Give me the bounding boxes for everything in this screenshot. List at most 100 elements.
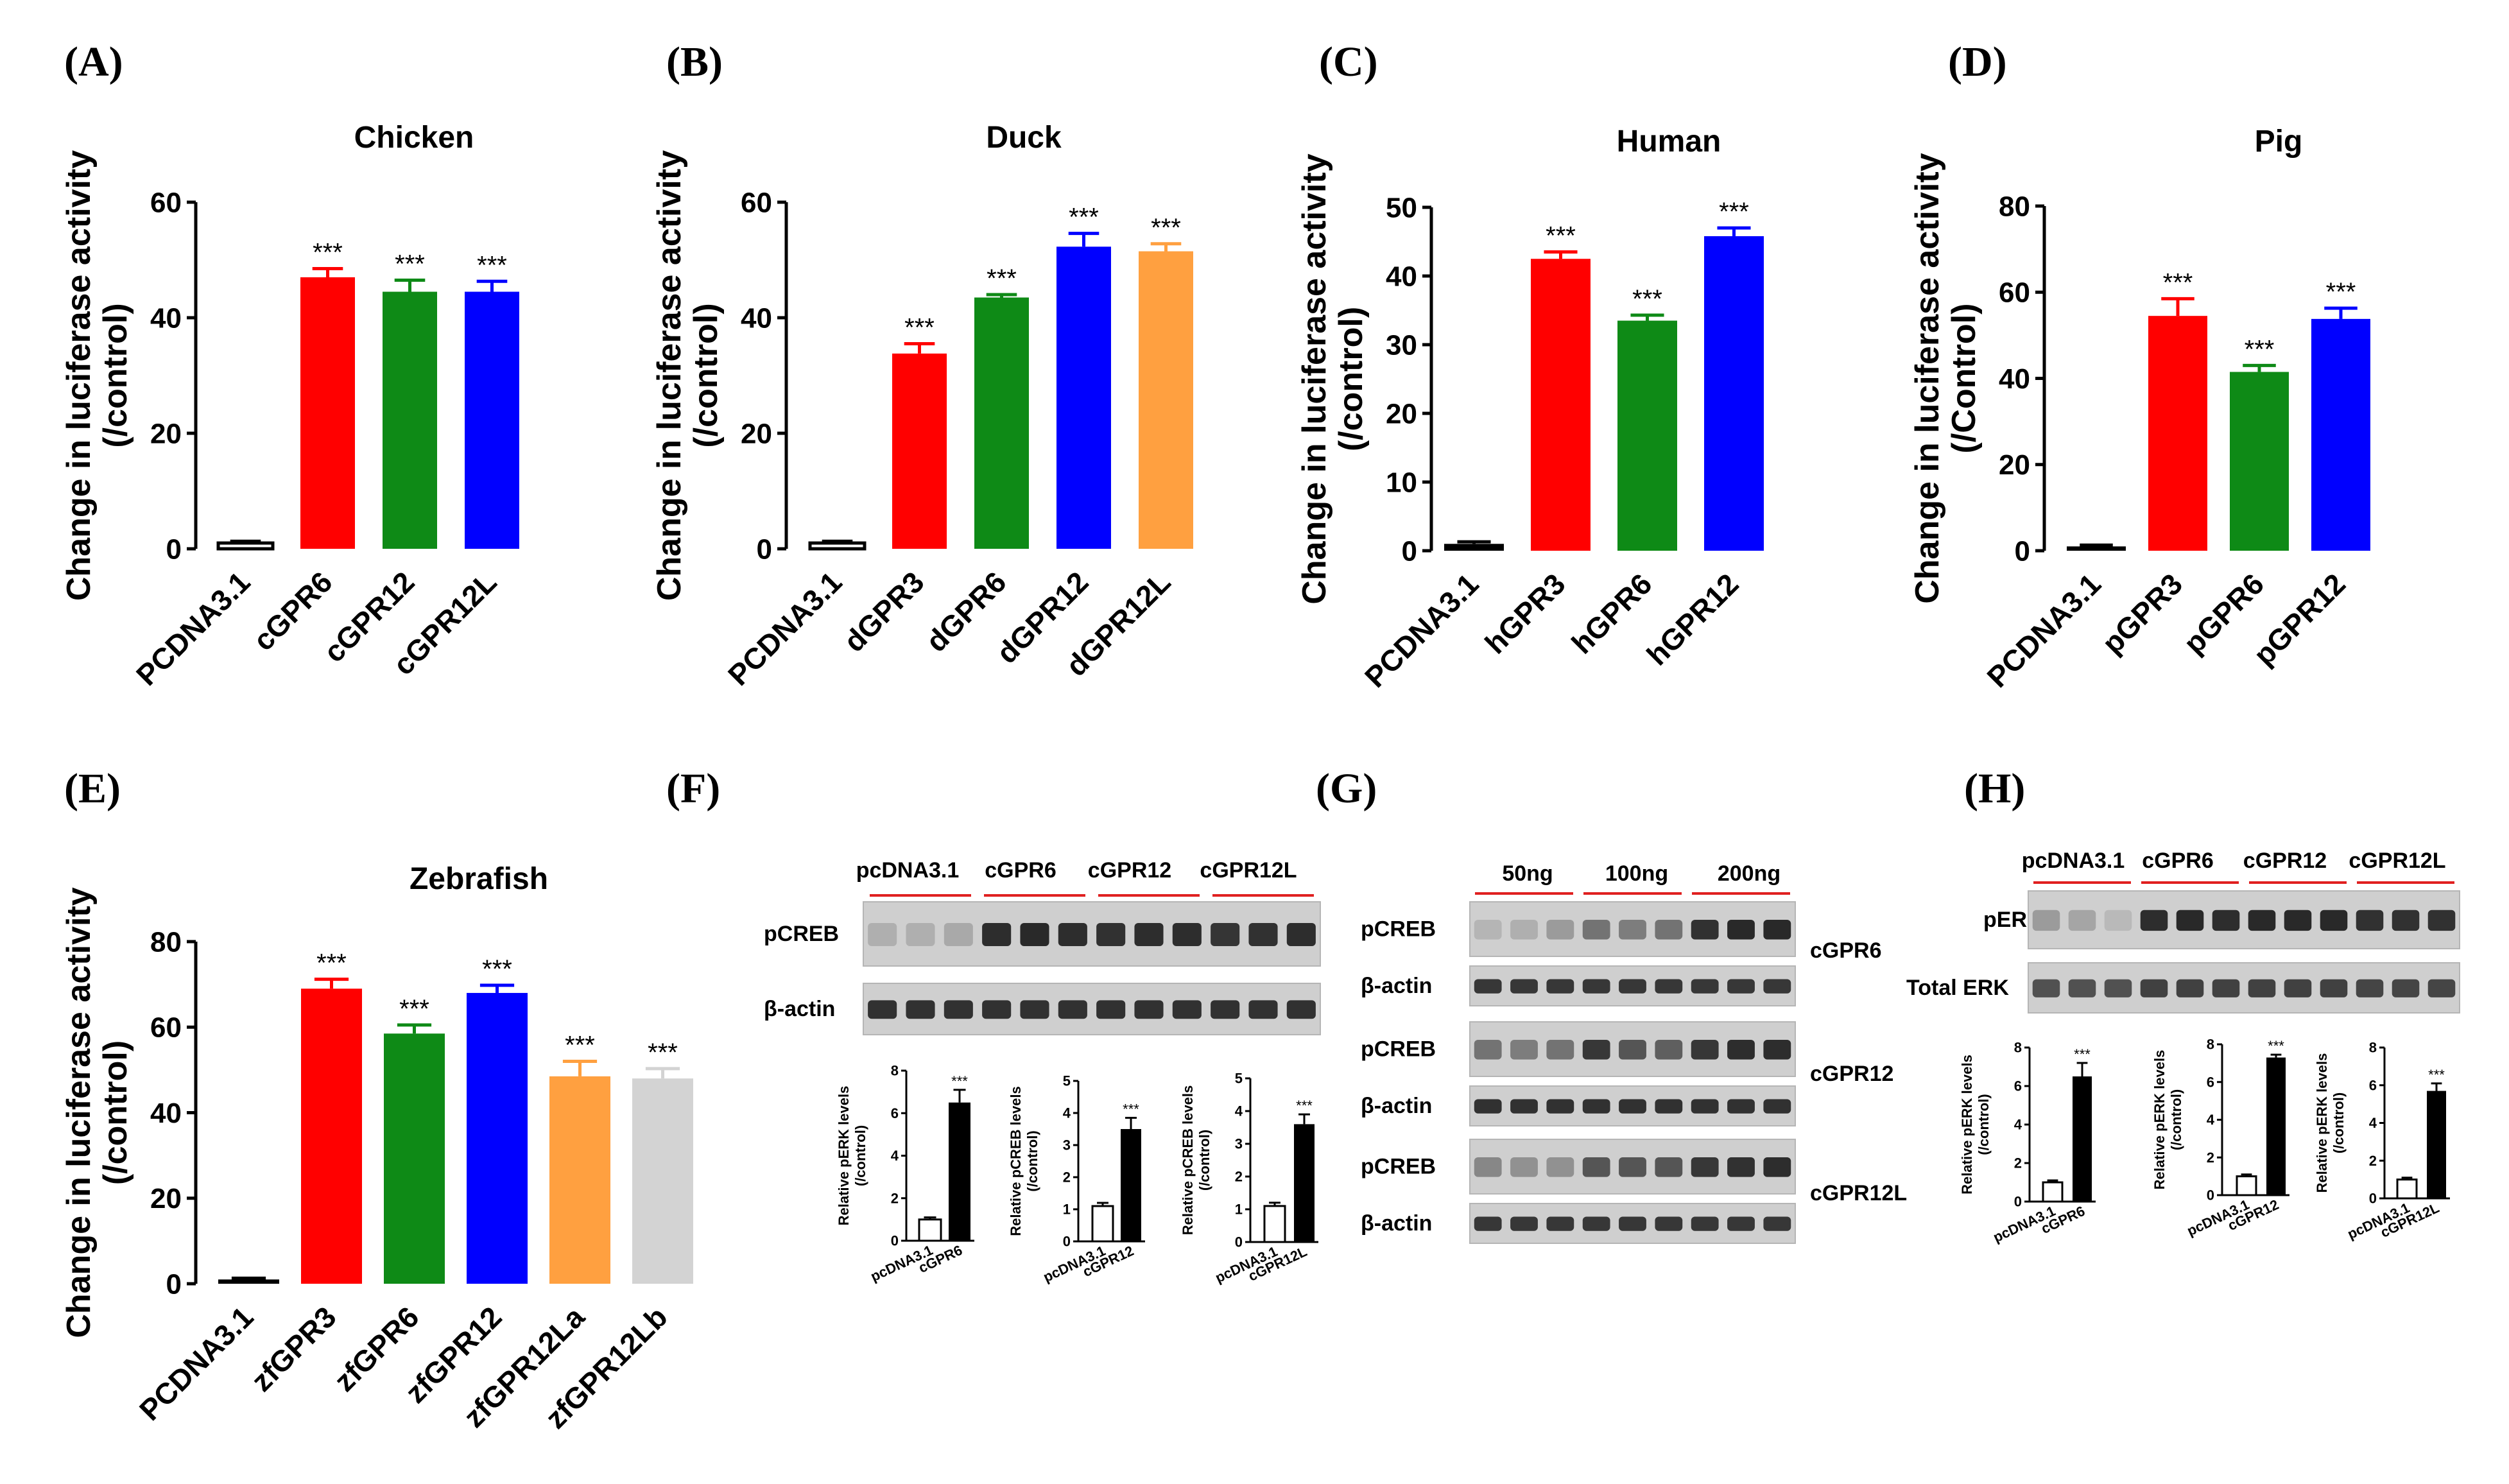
panel-label-e: (E) (64, 765, 121, 812)
chart-title: Chicken (354, 121, 474, 155)
chart-c: 01020304050PCDNA3.1***hGPR3***hGPR6***hG… (1296, 125, 1764, 694)
blot-row-label: β-actin (1361, 1094, 1432, 1118)
blots-layer: pcDNA3.1 cGPR6 cGPR12 cGPR12L pCREB β-actin 50… (764, 849, 2460, 1244)
significance-label: *** (2245, 335, 2275, 363)
y-tick-label: 20 (1999, 449, 2030, 481)
blot-band (868, 1000, 897, 1019)
y-tick-label: 2 (2014, 1155, 2022, 1171)
y-axis-label: Relative pERK levels (1959, 1055, 1975, 1195)
y-axis-unit-label: (/control) (97, 1040, 134, 1185)
y-tick-label: 1 (1063, 1202, 1071, 1218)
blot-group-label: cGPR12L (1200, 858, 1297, 883)
blot-band (2356, 979, 2384, 997)
chart-title: Human (1617, 125, 1721, 159)
blot-group-label: pcDNA3.1 (2022, 849, 2125, 873)
y-axis-label: Change in luciferase activity (60, 887, 98, 1338)
significance-label: *** (648, 1039, 678, 1067)
significance-label: *** (2428, 1067, 2445, 1083)
chart-a: 0204060PCDNA3.1***cGPR6***cGPR12***cGPR1… (60, 121, 519, 692)
y-tick-label: 40 (150, 302, 182, 334)
bar-pcdna31 (216, 541, 275, 551)
y-tick-label: 0 (166, 1268, 182, 1300)
bar-cgpr12l (2427, 1091, 2446, 1198)
blot-band (1582, 1040, 1610, 1060)
blot-band (1619, 1157, 1646, 1177)
y-tick-label: 4 (1235, 1103, 1243, 1119)
blot-band (1582, 1216, 1610, 1231)
bar-pcdna31 (2042, 1181, 2064, 1203)
category-label: PCDNA3.1 (1980, 567, 2107, 694)
y-tick-label: 0 (2015, 535, 2030, 567)
significance-label: *** (1296, 1098, 1313, 1114)
blot-band (2104, 910, 2132, 931)
blot-band (1655, 1099, 1683, 1114)
blot-band (1619, 979, 1646, 994)
blot-band (1655, 920, 1683, 940)
dose-label: 100ng (1605, 861, 1668, 886)
blot-band (2248, 910, 2276, 931)
y-tick-label: 6 (891, 1105, 899, 1121)
blot-band (944, 1000, 973, 1019)
blot-band (1211, 1000, 1240, 1019)
blot-band (1020, 923, 1049, 946)
y-tick-label: 60 (741, 187, 772, 218)
blot-membrane (2028, 962, 2460, 1014)
category-label: pGPR3 (2096, 567, 2189, 660)
blot-panel-g: 50ng 100ng 200ng pCREB β-actin cGPR6 pCREB β-ac… (1361, 861, 1907, 1244)
chart-title: Pig (2255, 125, 2303, 159)
blot-band (1172, 1000, 1202, 1019)
y-tick-label: 8 (2014, 1040, 2022, 1056)
blot-band (2140, 979, 2168, 997)
blot-band (1546, 1216, 1574, 1231)
blot-band (1248, 923, 1278, 946)
y-tick-label: 2 (891, 1190, 899, 1206)
panel-label-b: (B) (666, 39, 723, 85)
y-tick-label: 4 (2369, 1115, 2377, 1131)
blot-group-label: cGPR12 (2243, 849, 2327, 873)
panel-label-c: (C) (1319, 39, 1378, 85)
blot-band (1691, 1157, 1719, 1177)
blot-row-label: pCREB (764, 922, 839, 946)
blot-band (2068, 910, 2096, 931)
y-tick-label: 40 (741, 302, 772, 334)
significance-label: *** (987, 264, 1017, 293)
bar-hgpr12 (1704, 236, 1764, 551)
blot-band (1727, 920, 1755, 940)
y-tick-label: 0 (2207, 1187, 2214, 1204)
bar-cgpr6 (949, 1102, 970, 1241)
category-label: hGPR12 (1640, 567, 1745, 671)
bar-pcdna31 (218, 1279, 279, 1284)
blot-band (906, 1000, 935, 1019)
y-tick-label: 4 (1063, 1105, 1071, 1121)
blot-band (1582, 1099, 1610, 1114)
y-tick-label: 0 (1063, 1234, 1071, 1250)
charts-layer: 0204060PCDNA3.1***cGPR6***cGPR12***cGPR1… (60, 121, 2450, 1435)
bar-cgpr12l (1294, 1124, 1315, 1242)
y-tick-label: 20 (1386, 398, 1417, 429)
y-tick-label: 80 (1999, 191, 2030, 222)
significance-label: *** (951, 1073, 968, 1089)
blot-band (1474, 1157, 1502, 1177)
blot-band (2176, 979, 2204, 997)
y-tick-label: 4 (2014, 1117, 2022, 1133)
y-tick-label: 3 (1235, 1136, 1243, 1152)
y-tick-label: 60 (150, 187, 182, 218)
blot-band (1474, 920, 1502, 940)
bar-dgpr3 (892, 353, 947, 549)
significance-label: *** (313, 239, 343, 267)
dose-label: 50ng (1502, 861, 1553, 886)
y-axis-unit-label: (/control) (97, 303, 134, 447)
blot-band (1474, 1040, 1502, 1060)
blot-row-label: β-actin (1361, 974, 1432, 998)
y-tick-label: 60 (1999, 277, 2030, 309)
y-tick-label: 8 (2369, 1040, 2377, 1056)
blot-block-label: cGPR12 (1810, 1062, 1893, 1086)
y-axis-unit-label: (/control) (1976, 1094, 1992, 1155)
blot-band (1655, 1040, 1683, 1060)
blot-group-label: cGPR6 (985, 858, 1056, 883)
y-axis-label: Relative pERK levels (2151, 1050, 2168, 1190)
bar-pcdna31 (808, 541, 867, 551)
bar-pcdna31 (1263, 1205, 1286, 1243)
